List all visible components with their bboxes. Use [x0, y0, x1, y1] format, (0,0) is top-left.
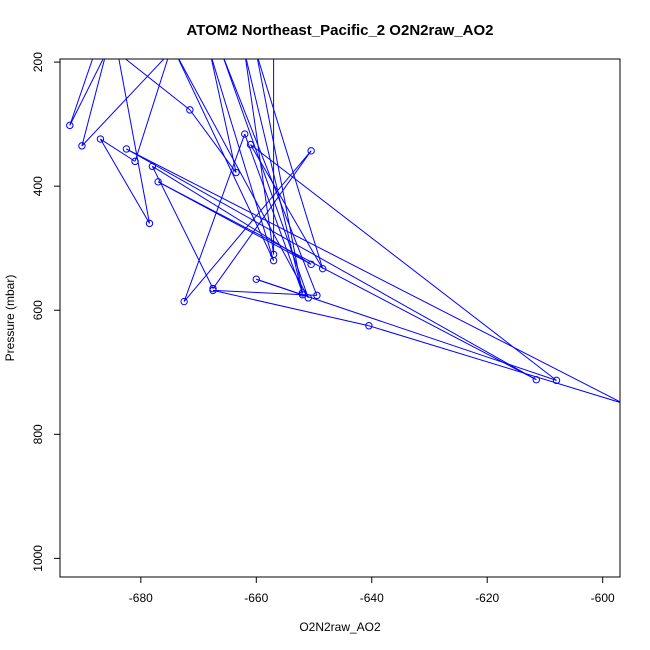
data-point: [313, 291, 321, 300]
data-point: [307, 260, 315, 269]
data-point: [298, 289, 307, 297]
x-axis-label: O2N2raw_AO2: [299, 620, 381, 634]
x-axis: -680 -660 -640 -620 -600: [129, 577, 615, 605]
y-tick-label: 200: [31, 52, 45, 72]
series-segment: [183, 150, 312, 302]
series-segment: [178, 59, 309, 299]
data-point: [318, 264, 327, 273]
data-point: [307, 147, 315, 155]
y-tick-label: 1000: [31, 545, 45, 572]
y-axis-label: Pressure (mbar): [3, 275, 17, 362]
data-point: [532, 376, 540, 384]
series-segment: [257, 59, 324, 269]
data-point: [154, 178, 162, 186]
y-tick-label: 400: [31, 176, 45, 196]
series-segment: [124, 59, 191, 111]
data-point: [180, 297, 188, 306]
plot-frame: [59, 58, 621, 578]
series-segment: [368, 325, 620, 403]
series-segment: [126, 148, 620, 403]
data-point: [298, 291, 307, 299]
series-segment: [157, 181, 312, 265]
series-segment: [256, 278, 557, 381]
series-segment: [211, 59, 275, 261]
series-segment: [69, 59, 94, 126]
data-point: [96, 135, 105, 143]
chart-title: ATOM2 Northeast_Pacific_2 O2N2raw_AO2: [186, 22, 493, 39]
series-segment: [118, 59, 150, 224]
series-segment: [223, 59, 318, 296]
data-point: [241, 130, 249, 138]
data-point: [148, 162, 157, 171]
y-tick-label: 800: [31, 424, 45, 444]
series-segment: [256, 278, 303, 296]
series-segment: [69, 59, 104, 126]
data-point: [252, 275, 260, 283]
data-point: [269, 250, 278, 259]
x-tick-label: -660: [244, 591, 268, 605]
data-point: [365, 322, 373, 330]
series-segment: [189, 109, 237, 173]
data-point: [78, 142, 86, 150]
series-segment: [81, 59, 165, 147]
series-segment: [81, 59, 106, 146]
y-axis: 200 400 600 800 1000: [31, 52, 60, 572]
series-segment: [151, 166, 214, 289]
data-point: [186, 106, 194, 114]
data-point: [122, 145, 131, 153]
x-tick-label: -620: [475, 591, 499, 605]
data-point: [209, 286, 217, 295]
data-point: [552, 376, 561, 385]
data-point: [66, 121, 74, 130]
data-point: [246, 140, 255, 149]
series-segment: [100, 138, 136, 162]
x-tick-label: -640: [360, 591, 384, 605]
series-segment: [210, 59, 237, 173]
series-segment: [126, 148, 537, 381]
data-point: [232, 168, 240, 177]
series-segment: [152, 165, 312, 265]
data-point: [304, 294, 312, 302]
series-segment: [99, 138, 150, 224]
x-tick-label: -680: [129, 591, 153, 605]
series-segment: [212, 150, 312, 289]
series-segment: [157, 181, 537, 381]
plot-area: [66, 59, 620, 403]
series-segment: [212, 289, 369, 327]
series-segment: [245, 59, 275, 255]
series-segment: [250, 144, 557, 381]
series-segment: [250, 144, 324, 269]
series-segment: [183, 133, 246, 302]
data-point: [145, 219, 154, 228]
data-point: [209, 284, 217, 293]
series-segment: [256, 59, 303, 293]
data-point: [131, 157, 139, 166]
y-tick-label: 600: [31, 300, 45, 320]
x-tick-label: -600: [591, 591, 615, 605]
series-segment: [134, 59, 169, 162]
